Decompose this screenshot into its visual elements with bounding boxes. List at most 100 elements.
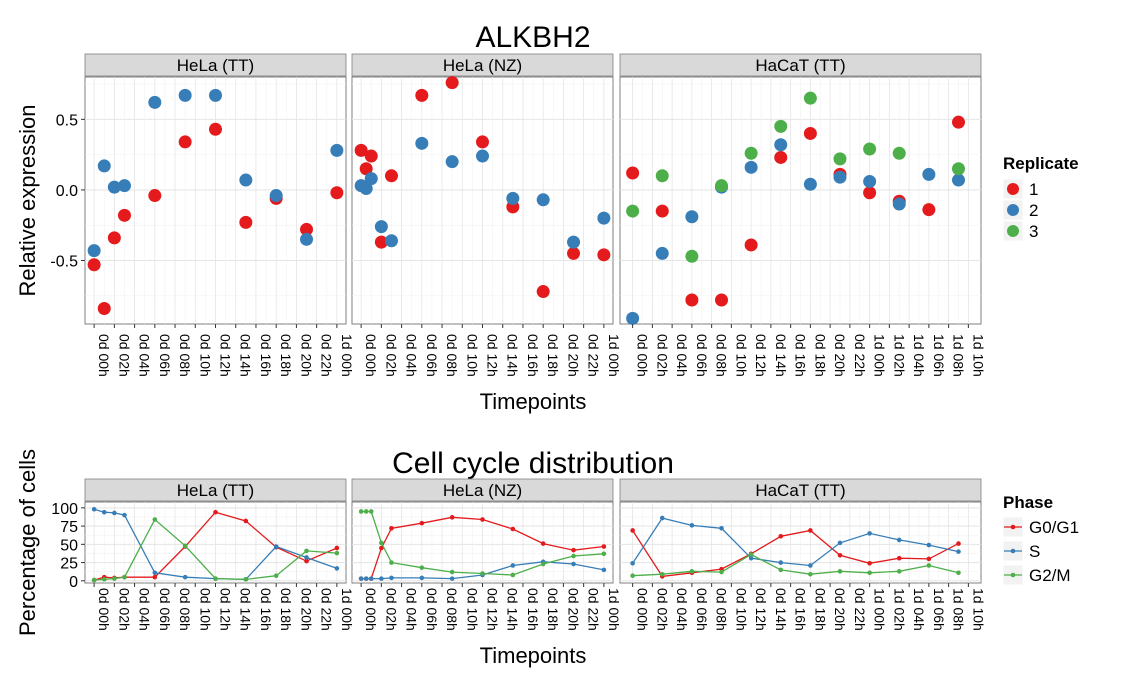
data-point [540,561,546,567]
y-axis-title: Relative expression [15,105,40,297]
data-point [744,160,758,174]
x-tick-label: 0d 02h [116,588,132,631]
x-tick-label: 0d 02h [654,334,670,377]
facet-title: HaCaT (TT) [755,481,845,500]
data-point [630,573,635,579]
x-tick-label: 0d 16h [525,334,541,377]
data-point [101,509,107,515]
data-point [384,234,398,248]
y-tick-label: 0 [69,574,78,591]
x-tick-label: 0d 16h [258,334,274,377]
data-point [213,576,218,581]
facet-title: HeLa (NZ) [443,56,522,75]
data-point [354,143,368,157]
data-point [808,571,813,577]
data-point [334,550,340,556]
x-tick-label: 0d 06h [157,588,173,631]
x-tick-label: 0d 14h [773,334,789,377]
data-point [148,95,162,109]
data-point [803,126,817,140]
series-S [630,515,961,568]
data-point [182,543,188,549]
data-point [922,203,936,217]
data-point [892,146,906,160]
data-point [273,573,279,579]
data-point [239,215,253,229]
legend-title: Phase [1003,493,1053,512]
data-point [364,149,378,163]
data-point [300,222,314,236]
data-point [359,182,373,196]
facet-strip [619,478,982,502]
legend: Phase G0/G1 S G2/M [1002,493,1079,586]
x-tick-label: 0d 16h [525,588,541,631]
data-point [148,189,162,203]
data-point [744,238,758,252]
data-point [449,515,455,520]
x-tick-label: 0d 22h [852,588,868,631]
data-point [863,142,877,156]
chart-title: Cell cycle distribution [392,447,674,480]
x-tick-label: 1d 06h [931,334,947,377]
data-point [510,572,516,578]
data-point [510,526,516,532]
x-tick-label: 0d 02h [383,334,399,377]
data-point [122,512,127,518]
data-point [808,528,813,533]
facet-strip [351,53,614,77]
data-point [117,208,131,222]
x-tick-label: 1d 04h [911,334,927,377]
x-tick-label: 1d 02h [891,588,907,631]
data-point [626,166,640,180]
data-point [778,567,784,573]
legend-label: 1 [1029,180,1038,199]
x-tick-label: 0d 10h [733,588,749,631]
x-tick-label: 0d 00h [363,334,379,377]
data-point [182,574,188,580]
data-point [269,189,283,203]
data-point [951,173,965,187]
y-tick-label: 0.0 [56,183,78,200]
data-point [863,174,877,188]
data-point [715,179,729,193]
data-point [101,577,107,582]
data-point [358,509,364,514]
data-point [601,567,607,573]
data-point [334,566,340,571]
data-point [571,553,576,559]
data-point [480,517,485,522]
data-point [601,544,607,549]
data-point [896,555,902,561]
data-point [300,232,314,246]
y-axis-title: Percentage of cells [15,449,40,636]
data-point [419,575,425,581]
data-point [334,545,340,551]
data-point [685,249,699,263]
data-point [107,231,121,245]
data-point [87,244,101,258]
data-point [837,569,843,574]
series-line [632,517,959,567]
data-point [368,576,374,581]
data-point [896,569,902,574]
x-tick-label: 0d 22h [319,588,335,631]
x-tick-label: 0d 18h [545,588,561,631]
data-point [951,115,965,129]
x-tick-label: 0d 20h [565,334,581,377]
x-tick-label: 0d 10h [464,334,480,377]
facet-panel: HeLa (NZ)0d 00h 0d 02h 0d 04h 0d 06h 0d 08h 0… [351,478,622,631]
x-tick-label: 0d 14h [505,588,521,631]
facet-panel: HaCaT (TT) 0d 00h 0d 02h 0d 04h 0d 06h 0d 08h… [619,53,986,377]
data-point [540,541,546,546]
data-point [956,570,961,576]
x-tick-label: 0d 04h [674,588,690,631]
x-tick-label: 1d 00h [872,588,888,631]
data-point [951,162,965,176]
facet-title: HeLa (TT) [177,56,254,75]
x-tick-label: 0d 08h [714,588,730,631]
y-tick-label: 75 [60,519,78,536]
data-point [774,119,788,133]
x-tick-label: 1d 08h [951,334,967,377]
data-point [363,509,369,514]
data-point [803,91,817,105]
